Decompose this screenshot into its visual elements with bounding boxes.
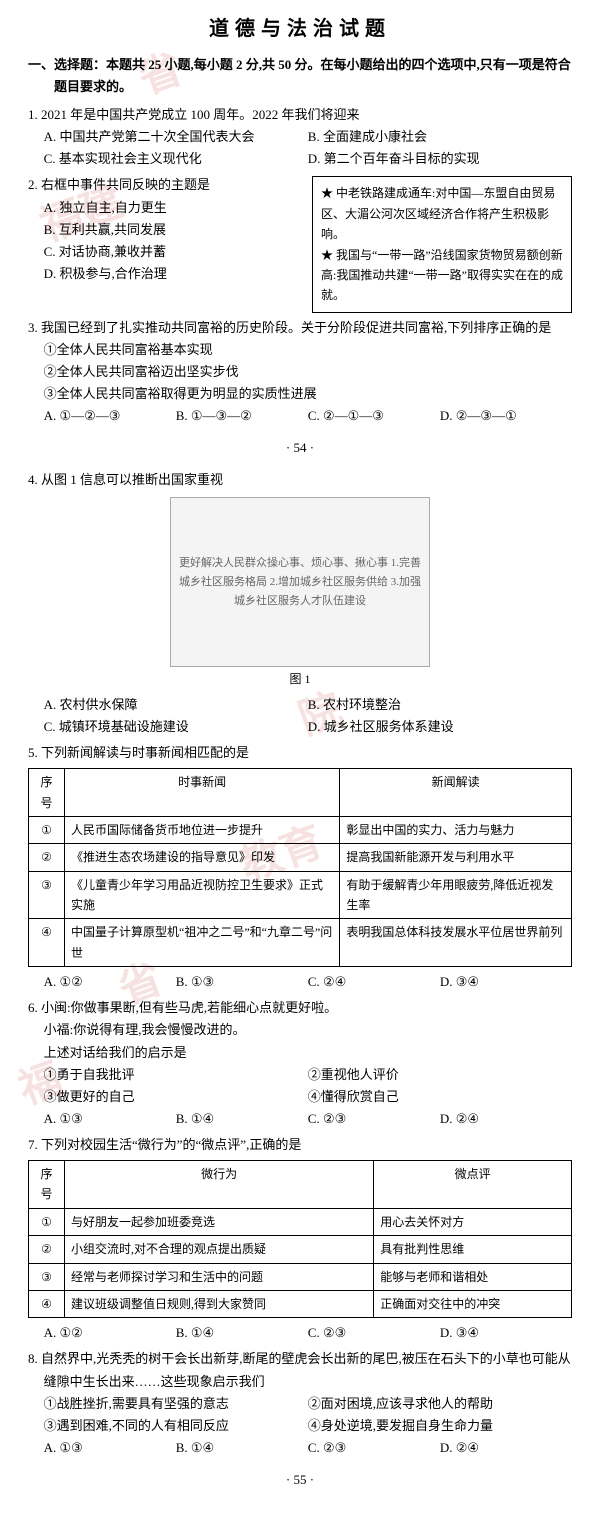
- page-number-54: · 54 ·: [28, 437, 572, 459]
- table-cell: 用心去关怀对方: [374, 1208, 572, 1235]
- q8-statement-4: ④身处逆境,要发掘自身生命力量: [308, 1415, 572, 1437]
- table-cell: 《儿童青少年学习用品近视防控卫生要求》正式实施: [65, 871, 340, 919]
- table-cell: 《推进生态农场建设的指导意见》印发: [65, 844, 340, 871]
- q7-option-b: B. ①④: [176, 1322, 308, 1344]
- q6-statement-2: ②重视他人评价: [308, 1064, 572, 1086]
- q8-statement-3: ③遇到困难,不同的人有相同反应: [44, 1415, 308, 1437]
- q4-option-c: C. 城镇环境基础设施建设: [44, 716, 308, 738]
- q6-line3: 上述对话给我们的启示是: [28, 1042, 572, 1064]
- q8-statement-1: ①战胜挫折,需要具有坚强的意志: [44, 1393, 308, 1415]
- figure-1-caption: 图 1: [28, 669, 572, 689]
- q7-th-idx: 序号: [29, 1161, 65, 1209]
- q8-text: 8. 自然界中,光秃秃的树干会长出新芽,断尾的壁虎会长出新的尾巴,被压在石头下的…: [28, 1348, 572, 1392]
- figure-1-placeholder: 更好解决人民群众操心事、烦心事、揪心事 1.完善城乡社区服务格局 2.增加城乡社…: [170, 497, 430, 667]
- q1-option-d: D. 第二个百年奋斗目标的实现: [308, 148, 572, 170]
- page-number-55: · 55 ·: [28, 1469, 572, 1491]
- table-cell: 有助于缓解青少年用眼疲劳,降低近视发生率: [340, 871, 572, 919]
- table-cell: 表明我国总体科技发展水平位居世界前列: [340, 919, 572, 967]
- table-cell: ④: [29, 1290, 65, 1317]
- table-cell: 能够与老师和谐相处: [374, 1263, 572, 1290]
- table-cell: ②: [29, 844, 65, 871]
- table-cell: ③: [29, 871, 65, 919]
- q7-option-a: A. ①②: [44, 1322, 176, 1344]
- table-cell: ②: [29, 1236, 65, 1263]
- q4-text: 4. 从图 1 信息可以推断出国家重视: [28, 469, 572, 491]
- q2-option-c: C. 对话协商,兼收并蓄: [28, 241, 304, 263]
- q6-option-c: C. ②③: [308, 1108, 440, 1130]
- q8-option-b: B. ①④: [176, 1437, 308, 1459]
- q8-option-d: D. ②④: [440, 1437, 572, 1459]
- q5-th-news: 时事新闻: [65, 769, 340, 817]
- q5-table: 序号 时事新闻 新闻解读 ①人民币国际储备货币地位进一步提升彰显出中国的实力、活…: [28, 768, 572, 967]
- section-1-heading: 一、选择题：本题共 25 小题,每小题 2 分,共 50 分。在每小题给出的四个…: [28, 54, 572, 98]
- q6-option-d: D. ②④: [440, 1108, 572, 1130]
- table-cell: ①: [29, 1208, 65, 1235]
- q6-statement-1: ①勇于自我批评: [44, 1064, 308, 1086]
- table-cell: 提高我国新能源开发与利用水平: [340, 844, 572, 871]
- q8-option-a: A. ①③: [44, 1437, 176, 1459]
- q2-info-box: ★ 中老铁路建成通车:对中国—东盟自由贸易区、大湄公河次区域经济合作将产生积极影…: [312, 176, 572, 312]
- table-cell: 建议班级调整值日规则,得到大家赞同: [65, 1290, 374, 1317]
- q4-option-a: A. 农村供水保障: [44, 694, 308, 716]
- q3-text: 3. 我国已经到了扎实推动共同富裕的历史阶段。关于分阶段促进共同富裕,下列排序正…: [28, 317, 572, 339]
- q3-statement-3: ③全体人民共同富裕取得更为明显的实质性进展: [28, 383, 572, 405]
- table-cell: 正确面对交往中的冲突: [374, 1290, 572, 1317]
- q6-statement-3: ③做更好的自己: [44, 1086, 308, 1108]
- table-cell: ④: [29, 919, 65, 967]
- table-cell: 小组交流时,对不合理的观点提出质疑: [65, 1236, 374, 1263]
- table-cell: 经常与老师探讨学习和生活中的问题: [65, 1263, 374, 1290]
- q6-statement-4: ④懂得欣赏自己: [308, 1086, 572, 1108]
- q1-option-b: B. 全面建成小康社会: [308, 126, 572, 148]
- q7-option-c: C. ②③: [308, 1322, 440, 1344]
- q3-option-b: B. ①—③—②: [176, 405, 308, 427]
- q8-statement-2: ②面对困境,应该寻求他人的帮助: [308, 1393, 572, 1415]
- q2-box-line1: ★ 中老铁路建成通车:对中国—东盟自由贸易区、大湄公河次区域经济合作将产生积极影…: [321, 183, 563, 244]
- table-cell: 与好朋友一起参加班委竞选: [65, 1208, 374, 1235]
- q6-option-a: A. ①③: [44, 1108, 176, 1130]
- q4-option-b: B. 农村环境整治: [308, 694, 572, 716]
- q2-option-d: D. 积极参与,合作治理: [28, 263, 304, 285]
- q5-option-b: B. ①③: [176, 971, 308, 993]
- q3-statement-2: ②全体人民共同富裕迈出坚实步伐: [28, 361, 572, 383]
- q6-line2: 小福:你说得有理,我会慢慢改进的。: [28, 1019, 572, 1041]
- q5-option-d: D. ③④: [440, 971, 572, 993]
- q3-option-a: A. ①—②—③: [44, 405, 176, 427]
- table-cell: 中国量子计算原型机“祖冲之二号”和“九章二号”问世: [65, 919, 340, 967]
- q3-option-c: C. ②—①—③: [308, 405, 440, 427]
- q3-statement-1: ①全体人民共同富裕基本实现: [28, 339, 572, 361]
- q2-box-line2: ★ 我国与“一带一路”沿线国家货物贸易额创新高:我国推动共建“一带一路”取得实实…: [321, 245, 563, 306]
- table-cell: 彰显出中国的实力、活力与魅力: [340, 816, 572, 843]
- q5-th-read: 新闻解读: [340, 769, 572, 817]
- q7-text: 7. 下列对校园生活“微行为”的“微点评”,正确的是: [28, 1134, 572, 1156]
- q6-line1: 6. 小闽:你做事果断,但有些马虎,若能细心点就更好啦。: [28, 997, 572, 1019]
- q1-option-c: C. 基本实现社会主义现代化: [44, 148, 308, 170]
- q3-option-d: D. ②—③—①: [440, 405, 572, 427]
- q5-text: 5. 下列新闻解读与时事新闻相匹配的是: [28, 742, 572, 764]
- table-cell: ①: [29, 816, 65, 843]
- q2-text: 2. 右框中事件共同反映的主题是: [28, 174, 304, 196]
- q7-option-d: D. ③④: [440, 1322, 572, 1344]
- q2-option-b: B. 互利共赢,共同发展: [28, 219, 304, 241]
- q2-option-a: A. 独立自主,自力更生: [28, 197, 304, 219]
- table-cell: 具有批判性思维: [374, 1236, 572, 1263]
- q7-th-comment: 微点评: [374, 1161, 572, 1209]
- q7-th-act: 微行为: [65, 1161, 374, 1209]
- q5-option-c: C. ②④: [308, 971, 440, 993]
- q5-th-idx: 序号: [29, 769, 65, 817]
- q7-table: 序号 微行为 微点评 ①与好朋友一起参加班委竞选用心去关怀对方 ②小组交流时,对…: [28, 1160, 572, 1318]
- q1-option-a: A. 中国共产党第二十次全国代表大会: [44, 126, 308, 148]
- table-cell: ③: [29, 1263, 65, 1290]
- q5-option-a: A. ①②: [44, 971, 176, 993]
- q8-option-c: C. ②③: [308, 1437, 440, 1459]
- exam-title: 道德与法治试题: [28, 12, 572, 46]
- q6-option-b: B. ①④: [176, 1108, 308, 1130]
- q4-option-d: D. 城乡社区服务体系建设: [308, 716, 572, 738]
- q1-text: 1. 2021 年是中国共产党成立 100 周年。2022 年我们将迎来: [28, 104, 572, 126]
- table-cell: 人民币国际储备货币地位进一步提升: [65, 816, 340, 843]
